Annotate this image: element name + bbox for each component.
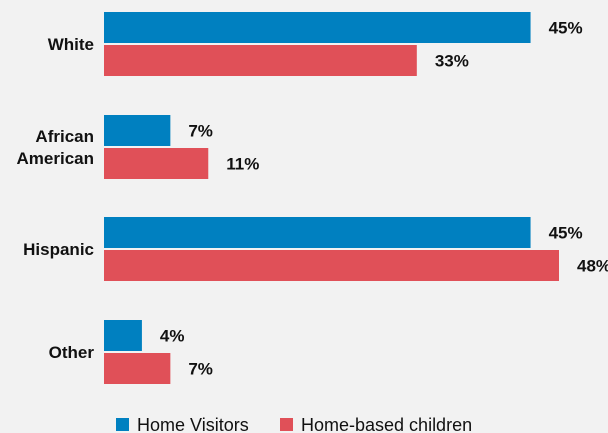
bars-group [104, 12, 559, 384]
legend-swatch-0 [116, 418, 129, 431]
value-label-home-visitors-3: 4% [160, 327, 185, 346]
value-label-home-visitors-1: 7% [188, 122, 213, 141]
value-label-home-based-children-2: 48% [577, 257, 608, 276]
legend: Home Visitors Home-based children [116, 415, 472, 433]
bar-home-based-children-3 [104, 353, 171, 384]
bar-home-based-children-2 [104, 250, 559, 281]
value-label-home-based-children-3: 7% [188, 360, 213, 379]
value-label-home-visitors-0: 45% [549, 19, 583, 38]
bar-home-visitors-1 [104, 115, 171, 146]
legend-swatch-1 [280, 418, 293, 431]
category-label-2: Hispanic [23, 240, 94, 259]
category-label-1: African American [17, 127, 94, 168]
bar-home-visitors-2 [104, 217, 531, 248]
bar-home-based-children-1 [104, 148, 209, 179]
value-label-home-based-children-1: 11% [226, 155, 259, 174]
value-label-home-visitors-2: 45% [549, 224, 583, 243]
legend-label-0: Home Visitors [137, 415, 249, 433]
value-label-home-based-children-0: 33% [435, 52, 469, 71]
bar-home-visitors-0 [104, 12, 531, 43]
value-labels: 45%33%7%11%45%48%4%7% [160, 19, 608, 379]
bar-home-based-children-0 [104, 45, 417, 76]
category-label-3: Other [49, 343, 95, 362]
legend-label-1: Home-based children [301, 415, 472, 433]
bar-home-visitors-3 [104, 320, 142, 351]
category-label-0: White [48, 35, 94, 54]
category-labels: White African American Hispanic Other [17, 35, 95, 362]
